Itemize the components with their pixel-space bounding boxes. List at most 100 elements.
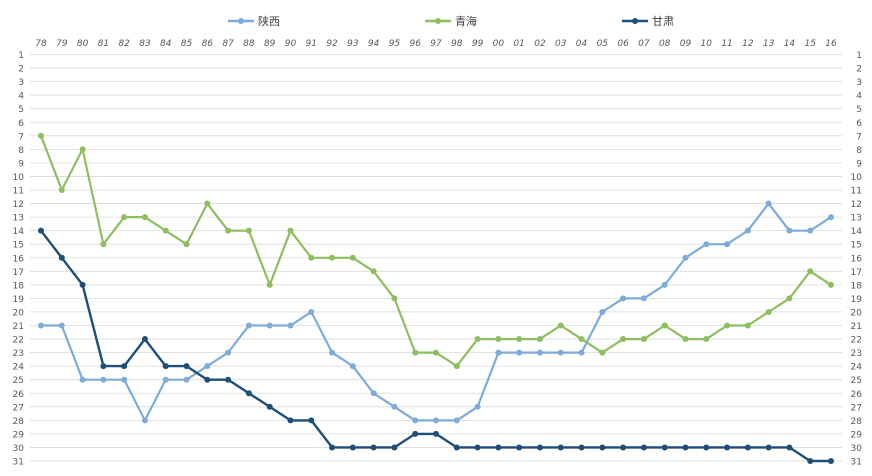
y-tick-right-1: 1 xyxy=(856,51,862,61)
y-tick-left-3: 3 xyxy=(18,78,24,88)
y-tick-left-2: 2 xyxy=(18,65,24,75)
y-tick-right-31: 31 xyxy=(851,458,862,468)
point-3-86 xyxy=(204,376,211,383)
point-2-03 xyxy=(557,322,564,329)
x-tick-85: 85 xyxy=(181,39,193,49)
y-tick-left-31: 31 xyxy=(13,458,24,468)
legend-item-2: 青海 xyxy=(425,14,477,28)
x-tick-01: 01 xyxy=(513,39,524,49)
y-tick-right-15: 15 xyxy=(851,241,862,251)
point-1-84 xyxy=(162,376,169,383)
point-3-95 xyxy=(391,444,398,451)
point-3-79 xyxy=(58,254,65,261)
point-3-06 xyxy=(620,444,627,451)
x-tick-88: 88 xyxy=(243,39,255,49)
point-3-13 xyxy=(765,444,772,451)
y-tick-left-15: 15 xyxy=(13,241,24,251)
point-3-80 xyxy=(79,281,86,288)
point-2-06 xyxy=(620,336,627,343)
x-tick-07: 07 xyxy=(638,39,650,49)
y-tick-left-21: 21 xyxy=(13,322,24,332)
y-tick-right-10: 10 xyxy=(851,173,863,183)
point-3-98 xyxy=(453,444,460,451)
series-line-2 xyxy=(39,134,833,368)
point-1-92 xyxy=(329,349,336,356)
y-tick-right-11: 11 xyxy=(851,187,862,197)
point-2-15 xyxy=(807,268,814,275)
y-tick-right-28: 28 xyxy=(851,417,863,427)
y-tick-right-8: 8 xyxy=(856,146,862,156)
x-tick-05: 05 xyxy=(597,39,609,49)
x-tick-15: 15 xyxy=(804,39,816,49)
legend: 陕西 青海 甘肃 xyxy=(228,14,674,28)
point-2-82 xyxy=(121,214,128,221)
x-tick-13: 13 xyxy=(763,39,775,49)
point-1-79 xyxy=(58,322,65,329)
legend-label-3: 甘肃 xyxy=(652,15,674,28)
point-2-84 xyxy=(162,227,169,234)
point-3-82 xyxy=(121,363,128,370)
point-2-90 xyxy=(287,227,294,234)
y-tick-left-28: 28 xyxy=(13,417,25,427)
point-2-85 xyxy=(183,241,190,248)
y-tick-right-29: 29 xyxy=(851,430,863,440)
point-1-00 xyxy=(495,349,502,356)
y-tick-left-24: 24 xyxy=(13,363,25,373)
point-2-08 xyxy=(661,322,668,329)
point-2-87 xyxy=(225,227,232,234)
point-1-81 xyxy=(100,376,107,383)
point-2-10 xyxy=(703,336,710,343)
y-tick-left-1: 1 xyxy=(18,51,24,61)
point-1-95 xyxy=(391,403,398,410)
x-tick-03: 03 xyxy=(555,39,567,49)
legend-label-2: 青海 xyxy=(455,14,477,28)
point-1-08 xyxy=(661,281,668,288)
point-1-96 xyxy=(412,417,419,424)
y-tick-right-3: 3 xyxy=(856,78,862,88)
point-2-13 xyxy=(765,308,772,315)
x-tick-96: 96 xyxy=(409,39,421,49)
point-3-81 xyxy=(100,363,107,370)
point-1-97 xyxy=(433,417,439,424)
point-3-93 xyxy=(349,444,356,451)
point-1-89 xyxy=(266,322,273,329)
point-2-86 xyxy=(204,200,211,207)
x-tick-14: 14 xyxy=(784,39,796,49)
x-tick-10: 10 xyxy=(701,39,713,49)
x-tick-86: 86 xyxy=(202,39,214,49)
point-3-03 xyxy=(557,444,564,451)
point-2-88 xyxy=(245,227,252,234)
legend-marker-2 xyxy=(435,18,441,24)
y-tick-left-19: 19 xyxy=(13,295,25,305)
x-tick-99: 99 xyxy=(472,39,484,49)
y-axis-right-tick-labels: 1234567891011121314151617181920212223242… xyxy=(851,51,863,468)
y-tick-left-8: 8 xyxy=(18,146,24,156)
point-1-05 xyxy=(599,308,606,315)
point-2-11 xyxy=(724,322,731,329)
point-2-96 xyxy=(412,349,419,356)
point-2-01 xyxy=(516,336,523,343)
point-3-90 xyxy=(287,417,294,424)
x-tick-79: 79 xyxy=(56,39,68,49)
point-3-01 xyxy=(516,444,523,451)
point-2-16 xyxy=(828,281,834,288)
point-1-82 xyxy=(121,376,128,383)
point-1-03 xyxy=(557,349,564,356)
point-3-04 xyxy=(578,444,585,451)
point-1-98 xyxy=(453,417,460,424)
y-tick-right-6: 6 xyxy=(856,119,862,129)
point-1-15 xyxy=(807,227,814,234)
point-1-86 xyxy=(204,363,211,370)
series-line-3 xyxy=(39,229,833,463)
y-tick-right-7: 7 xyxy=(856,132,862,142)
y-tick-right-26: 26 xyxy=(851,390,863,400)
point-1-90 xyxy=(287,322,294,329)
y-tick-left-17: 17 xyxy=(13,268,24,278)
point-1-02 xyxy=(536,349,543,356)
point-2-97 xyxy=(433,349,439,356)
grid-lines xyxy=(30,54,842,462)
x-tick-83: 83 xyxy=(139,39,151,49)
point-3-11 xyxy=(724,444,731,451)
y-tick-left-25: 25 xyxy=(13,376,24,386)
point-3-87 xyxy=(225,376,232,383)
